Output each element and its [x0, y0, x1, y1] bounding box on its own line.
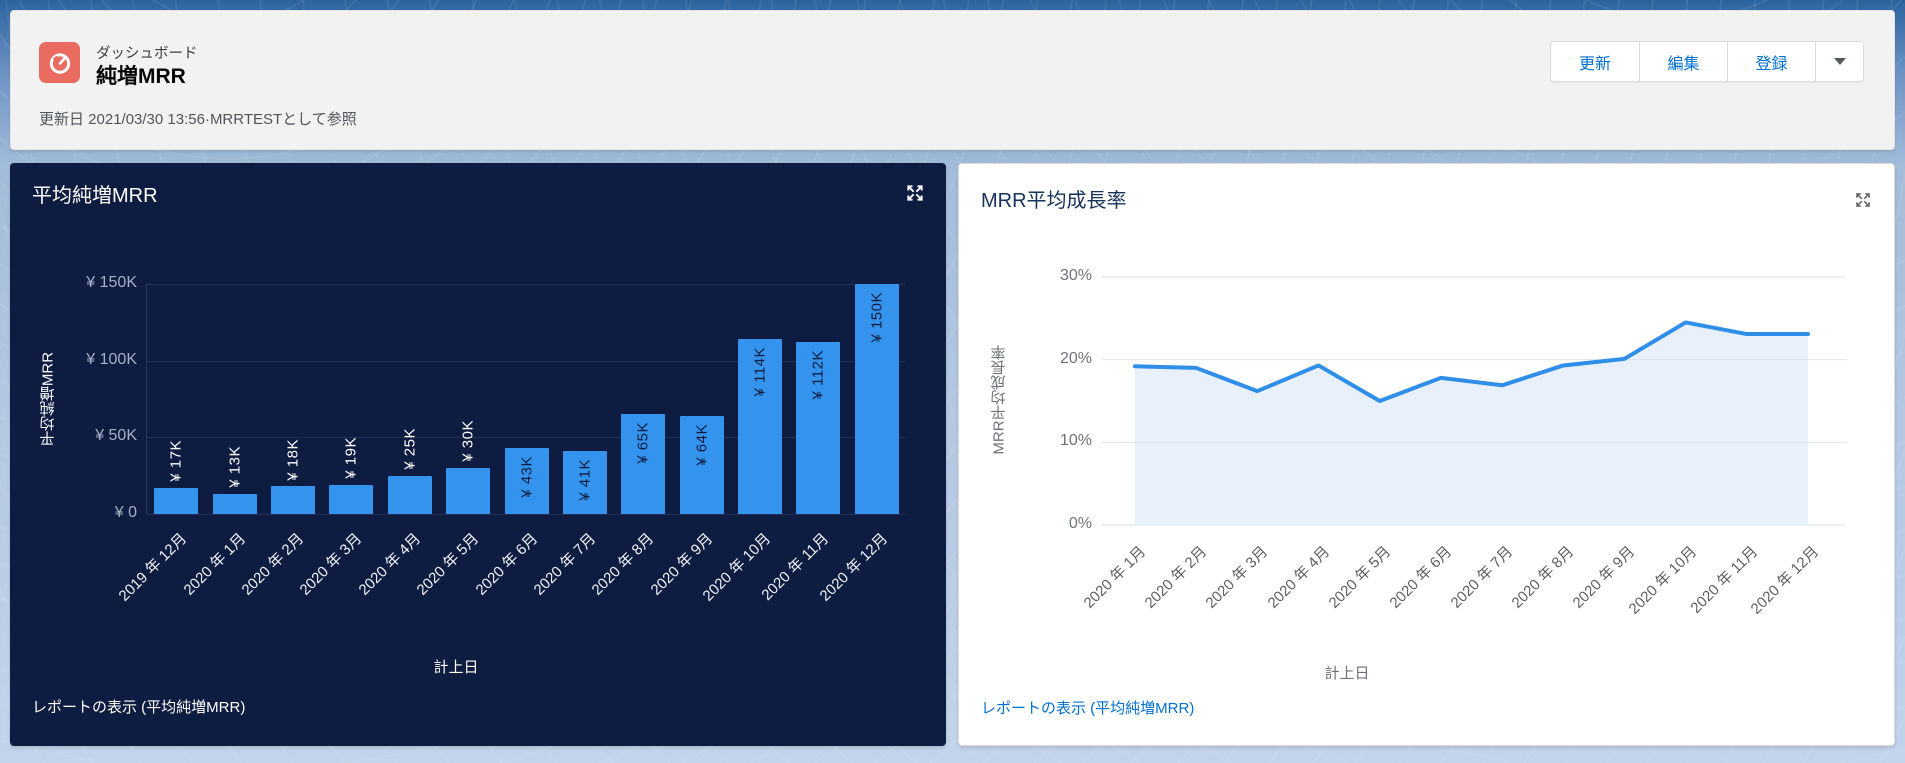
bar[interactable]	[154, 487, 199, 514]
bar-chart-plot: ¥ 150K ¥ 100K ¥ 50K ¥ 0 ¥ 17K 2019 年 12月 ¥ 13K…	[86, 274, 905, 605]
x-tick-label: 2020 年 12月	[816, 530, 891, 605]
bar-value-label: ¥ 30K	[459, 420, 477, 462]
dashboard-gauge-icon	[39, 42, 80, 83]
bar[interactable]	[504, 448, 549, 514]
x-tick-label: 2020 年 1月	[1080, 543, 1150, 612]
bar-value-label: ¥ 112K	[809, 350, 827, 400]
chart-title: 平均純増MRR	[32, 185, 158, 207]
line-chart-plot[interactable]	[1102, 267, 1846, 529]
dashboard-header: ダッシュボード 純増MRR 更新日 2021/03/30 13:56·MRRTE…	[10, 10, 1895, 150]
chart-title: MRR平均成長率	[981, 190, 1127, 212]
bar[interactable]	[621, 414, 666, 514]
y-axis-ticks: 30% 20% 10% 0%	[959, 267, 1092, 532]
y-tick-label: 20%	[1059, 349, 1092, 367]
view-report-link[interactable]: レポートの表示 (平均純増MRR)	[32, 699, 246, 716]
x-axis-title: 計上日	[433, 659, 479, 676]
more-actions-button[interactable]	[1815, 42, 1863, 81]
bar[interactable]	[796, 342, 841, 514]
bar-value-label: ¥ 41K	[576, 459, 594, 501]
expand-icon[interactable]	[1852, 190, 1874, 212]
bar-value-label: ¥ 17K	[167, 440, 185, 482]
last-refresh-info: 更新日 2021/03/30 13:56·MRRTESTとして参照	[39, 111, 357, 128]
bar[interactable]	[329, 484, 374, 514]
x-tick-label: 2020 年 7月	[1447, 543, 1517, 612]
header-actions: 更新 編集 登録	[1550, 41, 1864, 82]
bar-value-label: ¥ 18K	[284, 438, 302, 481]
bar-value-label: ¥ 114K	[751, 347, 769, 397]
bar[interactable]	[212, 494, 257, 514]
x-axis-title: 計上日	[1324, 665, 1370, 682]
x-tick-label: 2020 年 2月	[1141, 543, 1211, 612]
x-tick-label: 2020 年 9月	[1569, 543, 1639, 612]
gridline	[147, 284, 905, 285]
y-tick-label: ¥ 50K	[95, 427, 137, 445]
line-chart-card: MRR平均成長率 MRR平均成長率 30% 20% 10% 0% 2020 年 1月 2…	[958, 163, 1895, 746]
view-report-link[interactable]: レポートの表示 (平均純増MRR)	[981, 700, 1195, 717]
x-tick-label: 2020 年 8月	[1508, 543, 1578, 612]
bar-value-label: ¥ 64K	[693, 423, 711, 466]
x-tick-label: 2020 年 6月	[1386, 543, 1456, 612]
y-tick-label: 30%	[1059, 267, 1092, 284]
y-tick-label: 10%	[1059, 432, 1092, 450]
bar[interactable]	[679, 415, 724, 514]
y-axis-title: 平均純増MRR	[39, 351, 57, 447]
bar-chart-card: 平均純増MRR 平均純増MRR ¥ 150K ¥ 100K ¥ 50K ¥ 0 ¥ 17…	[10, 163, 946, 746]
gridline	[147, 514, 905, 515]
bar-value-label: ¥ 25K	[401, 427, 419, 470]
gridline	[147, 437, 905, 439]
x-tick-label: 2020 年 4月	[1264, 543, 1333, 612]
edit-button[interactable]: 編集	[1639, 42, 1727, 81]
area-fill	[1135, 322, 1808, 525]
refresh-button[interactable]: 更新	[1551, 42, 1639, 81]
chevron-down-icon	[1833, 58, 1846, 65]
bar[interactable]	[562, 451, 607, 514]
bar[interactable]	[270, 486, 315, 514]
x-tick-label: 2020 年 5月	[1325, 543, 1394, 612]
expand-icon[interactable]	[904, 183, 926, 205]
x-tick-label: 2020 年 3月	[1202, 543, 1272, 612]
bar-value-label: ¥ 43K	[518, 456, 535, 498]
y-tick-label: ¥ 150K	[86, 274, 137, 291]
entity-type-label: ダッシュボード	[96, 46, 198, 62]
y-tick-label: 0%	[1068, 515, 1092, 532]
bar[interactable]	[446, 468, 491, 514]
x-tick-label: 2020 年 10月	[1625, 543, 1700, 618]
x-tick-label: 2020 年 12月	[1747, 543, 1823, 618]
bar[interactable]	[854, 284, 899, 514]
y-tick-label: ¥ 100K	[86, 350, 137, 368]
y-tick-label: ¥ 0	[114, 504, 137, 521]
page-title: 純増MRR	[96, 65, 186, 88]
bar-value-label: ¥ 13K	[226, 446, 244, 489]
bar-value-label: ¥ 65K	[634, 422, 652, 465]
bar-value-label: ¥ 19K	[342, 437, 360, 479]
subscribe-button[interactable]: 登録	[1727, 42, 1815, 81]
gauge-glyph	[49, 52, 70, 74]
bar-value-label: ¥ 150K	[868, 292, 886, 343]
gridline	[147, 360, 905, 362]
bar[interactable]	[738, 339, 783, 514]
x-tick-label: 2020 年 11月	[1687, 543, 1761, 617]
bar[interactable]	[387, 475, 432, 514]
trend-line[interactable]	[1133, 320, 1810, 403]
